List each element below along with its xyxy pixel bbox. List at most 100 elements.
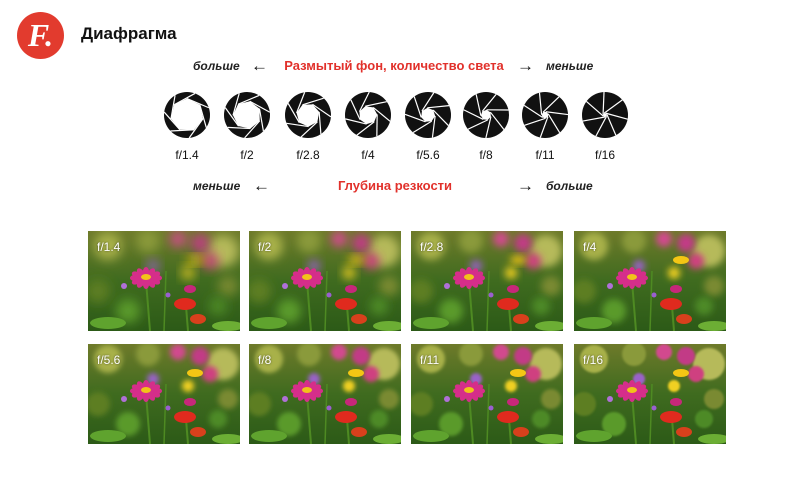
aperture-label: f/2.8 <box>278 148 338 162</box>
purple-flower <box>607 396 613 402</box>
background-blob <box>331 344 347 360</box>
top-center-label: Размытый фон, количество света <box>280 58 508 73</box>
purple-flower <box>607 283 613 289</box>
background-blob <box>191 347 209 365</box>
aperture-icon <box>223 91 271 139</box>
photo-label: f/11 <box>420 353 439 367</box>
background-blob <box>541 276 561 296</box>
flower-photo: f/8 <box>249 344 401 444</box>
photo-label: f/16 <box>583 353 603 367</box>
flower-center <box>302 274 312 280</box>
bottom-right-label: больше <box>546 179 593 193</box>
aperture-svg <box>581 91 629 139</box>
background-blob <box>704 276 724 296</box>
background-blob <box>525 253 541 269</box>
purple-flower <box>327 293 332 298</box>
aperture-svg <box>521 91 569 139</box>
yellow-flower <box>673 369 689 377</box>
aperture-icon <box>404 91 452 139</box>
left-arrow-icon: ← <box>251 58 268 74</box>
flower-center <box>141 274 151 280</box>
aperture-label: f/4 <box>338 148 398 162</box>
red-flower <box>190 427 206 437</box>
background-blob <box>202 366 218 382</box>
red-flower <box>497 298 519 310</box>
aperture-svg <box>284 91 332 139</box>
yellow-flower <box>187 256 203 264</box>
background-blob <box>677 234 695 252</box>
background-blob <box>493 344 509 360</box>
background-blob <box>191 234 209 252</box>
yellow-flower <box>348 256 364 264</box>
flower-center <box>302 387 312 393</box>
photo-svg <box>574 231 726 331</box>
red-flower <box>335 298 357 310</box>
background-blob <box>182 267 194 279</box>
photo-svg <box>249 344 401 444</box>
background-blob <box>170 231 186 247</box>
pink-flower <box>184 398 196 406</box>
brand-logo: F. <box>17 12 64 59</box>
red-flower <box>351 314 367 324</box>
flower-photo: f/1.4 <box>88 231 240 331</box>
bottom-center-label: Глубина резкости <box>300 178 490 193</box>
background-blob <box>370 297 388 315</box>
flower-center <box>464 274 474 280</box>
red-flower <box>676 314 692 324</box>
red-flower <box>351 427 367 437</box>
background-blob <box>695 297 713 315</box>
aperture-svg <box>163 91 211 139</box>
leaf <box>576 430 612 442</box>
background-blob <box>331 231 347 247</box>
flower-photo: f/16 <box>574 344 726 444</box>
background-blob <box>688 366 704 382</box>
aperture-label: f/16 <box>575 148 635 162</box>
background-blob <box>379 276 399 296</box>
background-blob <box>370 410 388 428</box>
purple-flower <box>166 406 171 411</box>
red-flower <box>660 298 682 310</box>
purple-flower <box>121 396 127 402</box>
red-flower <box>174 298 196 310</box>
flower-photo: f/11 <box>411 344 563 444</box>
flower-center <box>141 387 151 393</box>
background-blob <box>352 347 370 365</box>
pink-flower <box>507 398 519 406</box>
background-blob <box>704 389 724 409</box>
purple-flower <box>489 406 494 411</box>
background-blob <box>541 389 561 409</box>
yellow-flower <box>673 256 689 264</box>
background-blob <box>532 410 550 428</box>
flower-photo: f/4 <box>574 231 726 331</box>
red-flower <box>335 411 357 423</box>
yellow-flower <box>510 369 526 377</box>
photo-svg <box>249 231 401 331</box>
aperture-icon <box>521 91 569 139</box>
pink-flower <box>345 398 357 406</box>
leaf <box>413 317 449 329</box>
background-blob <box>343 267 355 279</box>
leaf <box>90 430 126 442</box>
aperture-svg <box>223 91 271 139</box>
red-flower <box>660 411 682 423</box>
background-blob <box>505 380 517 392</box>
purple-flower <box>121 283 127 289</box>
purple-flower <box>327 406 332 411</box>
background-blob <box>695 410 713 428</box>
purple-flower <box>652 406 657 411</box>
red-flower <box>513 427 529 437</box>
aperture-svg <box>462 91 510 139</box>
leaf <box>413 430 449 442</box>
aperture-svg <box>404 91 452 139</box>
page-title: Диафрагма <box>81 24 177 44</box>
logo-letter: F. <box>17 15 64 55</box>
yellow-flower <box>187 369 203 377</box>
flower-photo: f/2 <box>249 231 401 331</box>
background-blob <box>352 234 370 252</box>
right-arrow-icon: → <box>517 178 534 194</box>
aperture-icon <box>581 91 629 139</box>
background-blob <box>514 347 532 365</box>
purple-flower <box>652 293 657 298</box>
leaf <box>251 430 287 442</box>
leaf <box>251 317 287 329</box>
